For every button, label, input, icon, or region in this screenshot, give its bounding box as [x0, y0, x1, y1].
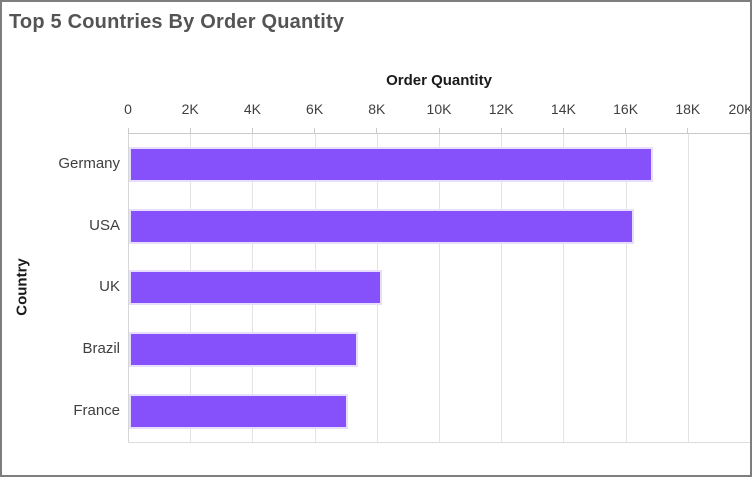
x-tick-label: 18K	[675, 101, 701, 117]
gridline	[501, 134, 503, 442]
x-tick-label: 10K	[426, 101, 452, 117]
gridline	[750, 134, 751, 442]
category-label: Brazil	[82, 340, 120, 358]
x-tick-mark	[127, 128, 129, 133]
x-tick-mark	[687, 128, 689, 133]
bar-brazil[interactable]	[129, 332, 358, 368]
category-label: France	[73, 401, 120, 419]
x-tick-mark	[251, 128, 253, 133]
x-tick-label: 14K	[550, 101, 576, 117]
gridline	[687, 134, 689, 442]
x-axis-title: Order Quantity	[386, 72, 492, 89]
x-tick-label: 6K	[306, 101, 324, 117]
x-tick-mark	[562, 128, 564, 133]
bar-usa[interactable]	[129, 208, 635, 244]
x-tick-label: 0	[124, 101, 132, 117]
bar-uk[interactable]	[129, 270, 383, 306]
x-tick-label: 12K	[488, 101, 514, 117]
category-label: UK	[99, 278, 120, 296]
chart-title: Top 5 Countries By Order Quantity	[9, 11, 345, 33]
gridline	[439, 134, 440, 442]
x-tick-label: 20K	[728, 101, 752, 117]
x-tick-mark	[500, 128, 502, 133]
y-axis-category-labels: Germany USA UK Brazil France	[2, 133, 124, 441]
bar-france[interactable]	[129, 393, 349, 429]
x-tick-mark	[749, 128, 750, 133]
x-tick-label: 2K	[181, 101, 199, 117]
x-tick-mark	[438, 128, 440, 133]
bar-germany[interactable]	[129, 147, 654, 183]
x-tick-label: 8K	[368, 101, 386, 117]
bar-row	[129, 257, 750, 319]
x-tick-mark	[376, 128, 378, 133]
gridline	[563, 134, 565, 442]
x-tick-mark	[314, 128, 316, 133]
x-axis-tick-marks	[127, 128, 750, 133]
plot-area	[128, 133, 751, 443]
x-tick-label: 16K	[613, 101, 639, 117]
x-tick-mark	[189, 128, 191, 133]
bar-row	[129, 196, 750, 258]
gridline	[625, 134, 627, 442]
x-axis-tick-labels: 0 2K 4K 6K 8K 10K 12K 14K 16K 18K 20K	[124, 101, 752, 119]
x-tick-mark	[625, 128, 627, 133]
x-tick-label: 4K	[243, 101, 261, 117]
bar-row	[129, 319, 750, 381]
bar-row	[129, 134, 750, 196]
bar-row	[129, 380, 750, 442]
category-label: Germany	[58, 155, 120, 173]
category-label: USA	[89, 216, 120, 234]
